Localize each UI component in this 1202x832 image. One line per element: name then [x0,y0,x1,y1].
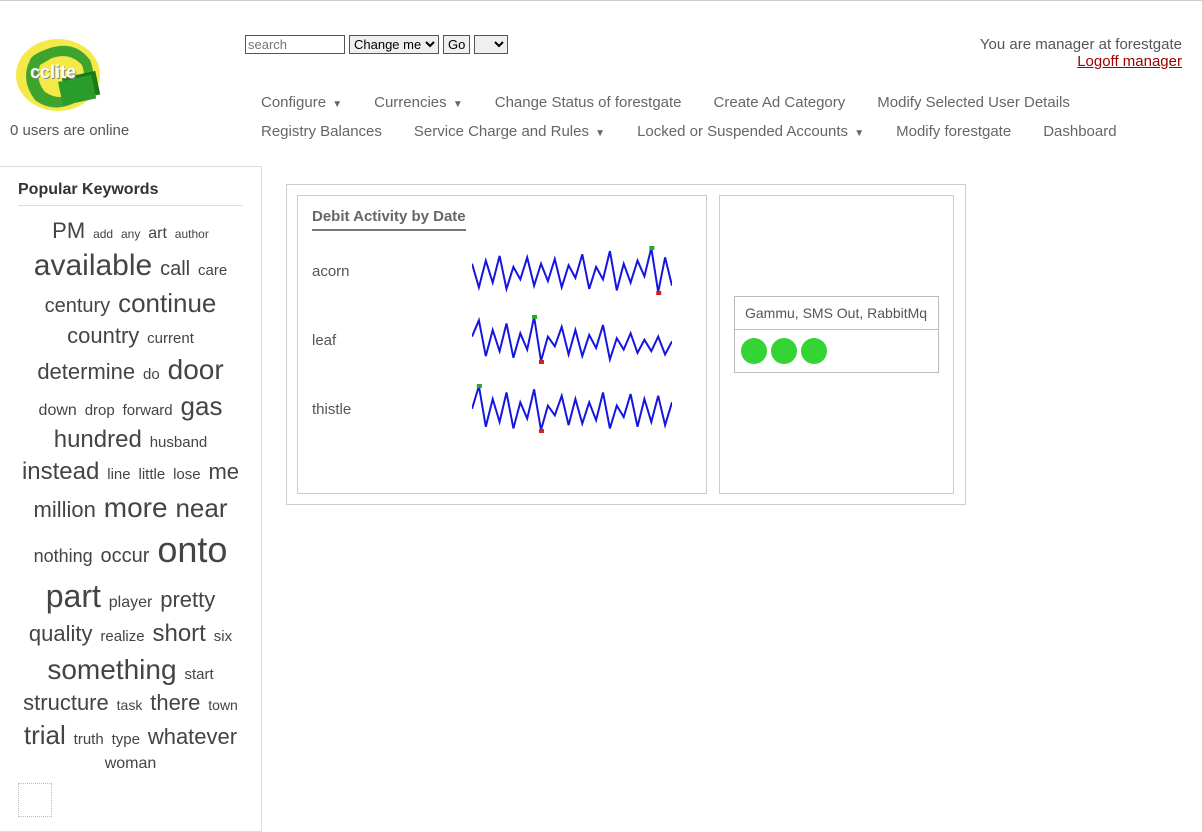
chart-row: leaf [312,314,692,367]
sparkline [472,383,672,433]
tag[interactable]: century [45,295,111,317]
tag[interactable]: occur [101,545,150,567]
nav-item[interactable]: Change Status of forestgate [479,88,698,117]
status-dot [801,338,827,364]
nav-item[interactable]: Registry Balances [245,117,398,146]
main-nav: Configure ▼Currencies ▼Change Status of … [245,88,1182,146]
tag[interactable]: trial [24,720,66,750]
tag[interactable]: whatever [148,724,237,749]
tag[interactable]: art [148,225,167,242]
tag[interactable]: task [117,697,143,713]
logo-text: cclite [30,62,76,83]
go-button[interactable]: Go [443,35,470,54]
tag[interactable]: lose [173,466,201,483]
nav-item[interactable]: Dashboard [1027,117,1132,146]
status-panel: Gammu, SMS Out, RabbitMq [719,195,954,494]
tag[interactable]: determine [37,359,135,384]
sidebar-title: Popular Keywords [18,181,243,199]
nav-item[interactable]: Modify forestgate [880,117,1027,146]
tag[interactable]: available [34,249,152,282]
nav-item[interactable]: Configure ▼ [245,88,358,117]
nav-item[interactable]: Locked or Suspended Accounts ▼ [621,117,880,146]
tag[interactable]: pretty [160,587,215,612]
nav-item[interactable]: Currencies ▼ [358,88,479,117]
tag[interactable]: continue [118,288,216,318]
tag[interactable]: instead [22,458,99,485]
empty-box [18,783,52,817]
dashboard: Debit Activity by Date acorn leaf thistl… [286,184,966,505]
tag[interactable]: truth [74,731,104,748]
tag[interactable]: PM [52,218,85,243]
chart-label: thistle [312,401,472,418]
chart-panel: Debit Activity by Date acorn leaf thistl… [297,195,707,494]
chart-row: acorn [312,245,692,298]
tag[interactable]: door [168,354,224,385]
chevron-down-icon: ▼ [332,99,342,110]
online-count: 0 users are online [10,122,245,139]
sparkline [472,314,672,364]
tag[interactable]: near [175,493,227,523]
tag[interactable]: type [112,731,140,748]
tag[interactable]: do [143,366,160,383]
tag[interactable]: me [208,459,239,484]
tag[interactable]: start [184,666,213,683]
secondary-select[interactable] [474,35,508,54]
status-header: Gammu, SMS Out, RabbitMq [735,297,938,330]
tag[interactable]: drop [85,402,115,419]
tag[interactable]: realize [100,628,144,645]
tag[interactable]: care [198,262,227,279]
chart-row: thistle [312,383,692,436]
tag[interactable]: part [46,578,101,614]
auth-text: You are manager at forestgate [980,36,1182,53]
logo: cclite [10,30,110,120]
status-dot [741,338,767,364]
search-select[interactable]: Change me [349,35,439,54]
tag[interactable]: line [107,466,130,483]
chevron-down-icon: ▼ [854,128,864,139]
tag[interactable]: nothing [34,546,93,566]
tag[interactable]: gas [181,391,223,421]
chart-label: acorn [312,263,472,280]
chart-label: leaf [312,332,472,349]
tag[interactable]: million [34,497,96,522]
status-dots [735,330,938,372]
tag[interactable]: woman [105,755,157,772]
tag[interactable]: structure [23,690,109,715]
tag[interactable]: town [208,697,238,713]
nav-item[interactable]: Create Ad Category [698,88,862,117]
chart-title: Debit Activity by Date [312,208,466,231]
tag[interactable]: forward [123,402,173,419]
tag[interactable]: player [109,594,153,611]
logoff-link[interactable]: Logoff manager [1077,53,1182,70]
tag[interactable]: little [138,466,165,483]
nav-item[interactable]: Service Charge and Rules ▼ [398,117,621,146]
status-dot [771,338,797,364]
tag[interactable]: more [104,492,168,523]
tag[interactable]: there [150,690,200,715]
tag[interactable]: current [147,330,194,347]
tag[interactable]: hundred [54,426,142,453]
search-input[interactable] [245,35,345,54]
tag[interactable]: author [175,227,209,241]
tag[interactable]: quality [29,621,93,646]
sparkline [472,245,672,295]
chevron-down-icon: ▼ [453,99,463,110]
tag[interactable]: any [121,227,140,241]
tag[interactable]: something [47,654,176,685]
tag-cloud: PM add any art author available call car… [18,216,243,775]
tag[interactable]: call [160,258,190,280]
tag[interactable]: add [93,227,113,241]
sidebar: Popular Keywords PM add any art author a… [0,166,262,832]
tag[interactable]: six [214,628,232,645]
tag[interactable]: country [67,323,139,348]
tag[interactable]: husband [150,434,208,451]
nav-item[interactable]: Modify Selected User Details [861,88,1086,117]
chevron-down-icon: ▼ [595,128,605,139]
tag[interactable]: onto [157,529,227,570]
tag[interactable]: short [152,620,205,647]
tag[interactable]: down [39,402,77,419]
